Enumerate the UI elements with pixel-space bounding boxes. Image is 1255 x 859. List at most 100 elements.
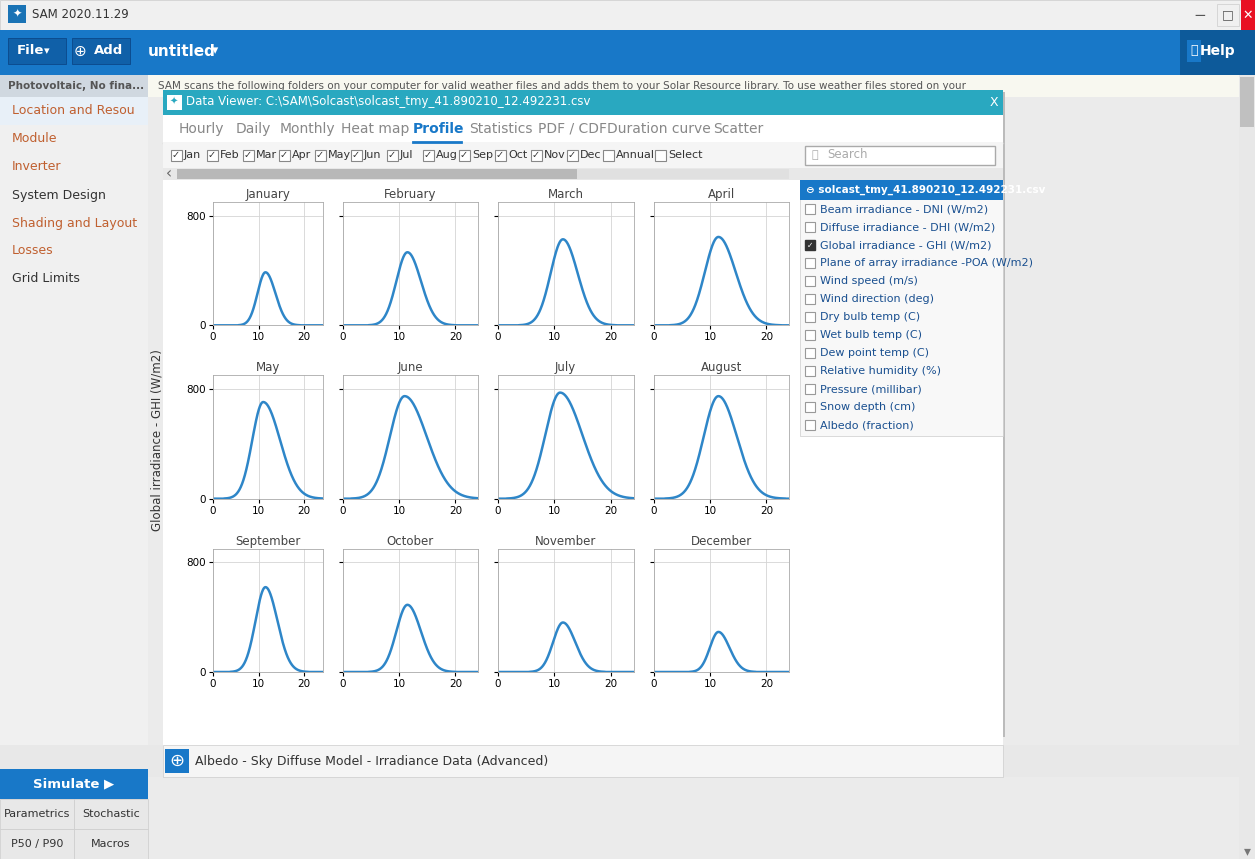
Text: Simulate ▶: Simulate ▶ bbox=[34, 777, 114, 790]
Text: ✓: ✓ bbox=[280, 150, 289, 160]
Bar bbox=[459, 150, 471, 161]
Title: July: July bbox=[555, 361, 576, 375]
Text: Feb: Feb bbox=[220, 150, 240, 160]
Bar bbox=[0, 0, 1255, 30]
Text: Wind speed (m/s): Wind speed (m/s) bbox=[820, 276, 917, 286]
Bar bbox=[177, 169, 789, 179]
Bar bbox=[494, 150, 506, 161]
Text: Statistics: Statistics bbox=[469, 122, 533, 136]
Text: Monthly: Monthly bbox=[279, 122, 335, 136]
Text: Daily: Daily bbox=[236, 122, 271, 136]
Text: Global irradiance - GHI (W/m2): Global irradiance - GHI (W/m2) bbox=[151, 349, 163, 531]
Text: untitled: untitled bbox=[148, 44, 216, 58]
Bar bbox=[177, 169, 577, 179]
Bar bbox=[72, 38, 131, 64]
Bar bbox=[804, 312, 814, 322]
Text: Photovoltaic, No fina...: Photovoltaic, No fina... bbox=[8, 81, 144, 91]
Bar bbox=[1240, 77, 1254, 127]
Bar bbox=[74, 829, 148, 859]
Bar bbox=[163, 143, 1003, 168]
Text: Grid Limits: Grid Limits bbox=[13, 272, 80, 285]
Bar bbox=[148, 75, 1239, 97]
Text: ✓: ✓ bbox=[243, 150, 252, 160]
Text: Wet bulb temp (C): Wet bulb temp (C) bbox=[820, 330, 922, 340]
Text: ✓: ✓ bbox=[351, 150, 360, 160]
Text: Duration curve: Duration curve bbox=[607, 122, 710, 136]
Bar bbox=[804, 366, 814, 376]
Text: Help: Help bbox=[1200, 44, 1236, 58]
Text: ✓: ✓ bbox=[532, 150, 540, 160]
Title: September: September bbox=[235, 534, 300, 547]
Text: ✓: ✓ bbox=[208, 150, 216, 160]
Bar bbox=[804, 204, 814, 214]
Bar bbox=[799, 180, 1003, 436]
Bar bbox=[423, 150, 434, 161]
Bar bbox=[0, 0, 1255, 30]
Bar bbox=[0, 75, 148, 97]
Text: Data Viewer: C:\SAM\Solcast\solcast_tmy_41.890210_12.492231.csv: Data Viewer: C:\SAM\Solcast\solcast_tmy_… bbox=[186, 95, 591, 108]
Text: Macros: Macros bbox=[92, 839, 131, 849]
Text: Pressure (millibar): Pressure (millibar) bbox=[820, 384, 921, 394]
Text: Global irradiance - GHI (W/m2): Global irradiance - GHI (W/m2) bbox=[820, 240, 991, 250]
Title: December: December bbox=[690, 534, 752, 547]
Title: January: January bbox=[245, 188, 290, 201]
Bar bbox=[8, 5, 26, 23]
Text: ✓: ✓ bbox=[172, 150, 179, 160]
Text: Location and Resou: Location and Resou bbox=[13, 105, 134, 118]
Text: Losses: Losses bbox=[13, 245, 54, 258]
Bar bbox=[0, 75, 148, 859]
Text: Stochastic: Stochastic bbox=[82, 809, 139, 819]
Text: P50 / P90: P50 / P90 bbox=[11, 839, 63, 849]
Text: Annual: Annual bbox=[616, 150, 655, 160]
Text: Albedo (fraction): Albedo (fraction) bbox=[820, 420, 914, 430]
Bar bbox=[804, 258, 814, 268]
Bar bbox=[567, 150, 579, 161]
Text: May: May bbox=[328, 150, 351, 160]
Text: File: File bbox=[18, 45, 44, 58]
Text: Snow depth (cm): Snow depth (cm) bbox=[820, 402, 915, 412]
Bar bbox=[0, 769, 148, 799]
Bar bbox=[163, 115, 1003, 750]
Text: ✓: ✓ bbox=[459, 150, 468, 160]
Text: Dry bulb temp (C): Dry bulb temp (C) bbox=[820, 312, 920, 322]
Title: March: March bbox=[547, 188, 584, 201]
Text: ▾: ▾ bbox=[212, 45, 218, 58]
Bar bbox=[804, 384, 814, 394]
Bar bbox=[163, 90, 1003, 115]
Text: Aug: Aug bbox=[435, 150, 458, 160]
Title: November: November bbox=[535, 534, 596, 547]
Text: Plane of array irradiance -POA (W/m2): Plane of array irradiance -POA (W/m2) bbox=[820, 258, 1033, 268]
Title: August: August bbox=[700, 361, 742, 375]
Bar bbox=[243, 150, 254, 161]
Text: Inverter: Inverter bbox=[13, 161, 61, 174]
Text: ⊕: ⊕ bbox=[169, 752, 184, 770]
Text: ✦: ✦ bbox=[13, 9, 21, 19]
Text: Dec: Dec bbox=[580, 150, 601, 160]
Bar bbox=[804, 222, 814, 232]
Text: ✓: ✓ bbox=[807, 241, 813, 249]
Bar bbox=[1180, 30, 1255, 75]
Bar bbox=[804, 276, 814, 286]
Bar bbox=[985, 90, 1003, 115]
Text: ‹: ‹ bbox=[166, 167, 172, 181]
Text: ✓: ✓ bbox=[496, 150, 505, 160]
Bar bbox=[163, 168, 1003, 180]
Text: ✓: ✓ bbox=[316, 150, 324, 160]
Text: Wind direction (deg): Wind direction (deg) bbox=[820, 294, 934, 304]
Text: ▾: ▾ bbox=[44, 46, 50, 56]
Text: Sep: Sep bbox=[472, 150, 493, 160]
Bar bbox=[164, 749, 190, 773]
Title: October: October bbox=[387, 534, 434, 547]
Text: Jan: Jan bbox=[184, 150, 201, 160]
Text: System Design: System Design bbox=[13, 188, 105, 202]
Text: Add: Add bbox=[94, 45, 123, 58]
Text: PDF / CDF: PDF / CDF bbox=[537, 122, 606, 136]
Text: Heat map: Heat map bbox=[341, 122, 409, 136]
Text: Beam irradiance - DNI (W/m2): Beam irradiance - DNI (W/m2) bbox=[820, 204, 988, 214]
Bar bbox=[531, 150, 542, 161]
Text: Scatter: Scatter bbox=[713, 122, 763, 136]
Bar bbox=[163, 745, 1003, 777]
Bar bbox=[1217, 4, 1239, 26]
Text: 🔍: 🔍 bbox=[811, 150, 817, 160]
Text: ✓: ✓ bbox=[388, 150, 397, 160]
